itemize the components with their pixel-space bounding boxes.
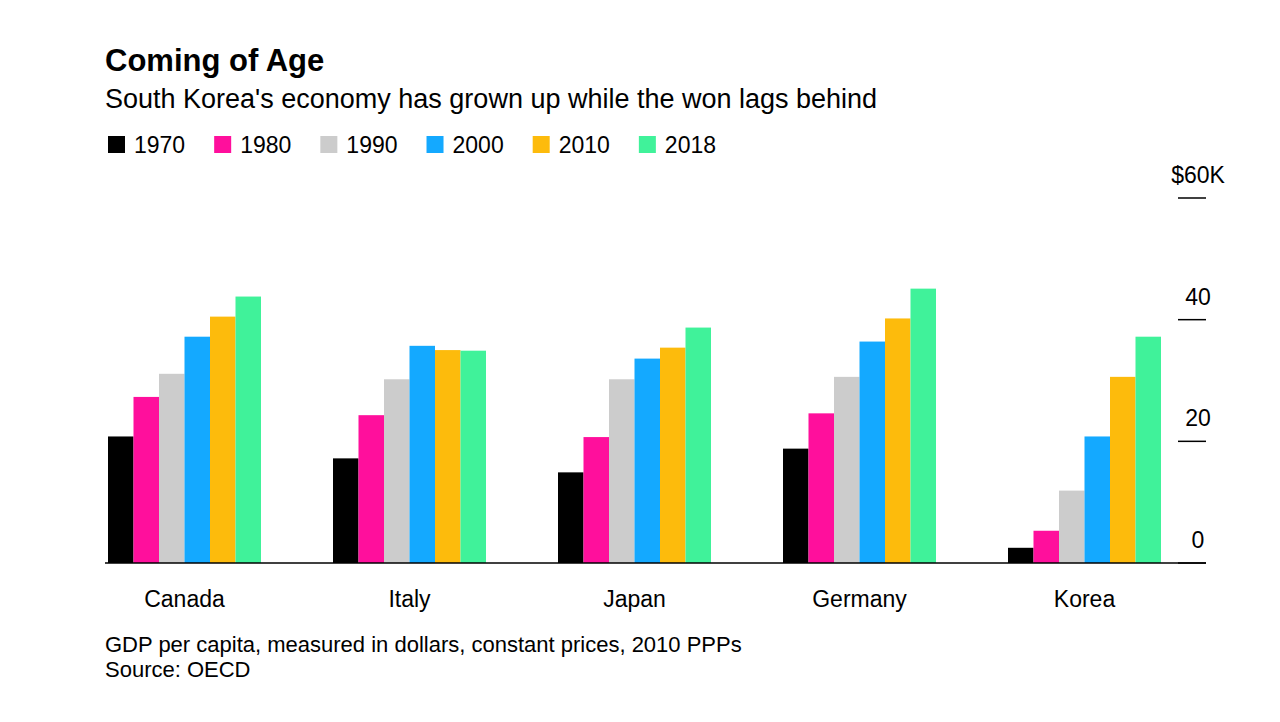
bar: [410, 346, 436, 563]
y-tick: [1178, 441, 1206, 443]
legend-label: 2018: [665, 132, 716, 158]
bar: [159, 374, 185, 563]
bar: [236, 297, 262, 563]
bars: [108, 289, 1161, 563]
bar: [185, 337, 211, 563]
legend-swatch: [108, 136, 125, 153]
legend-swatch: [639, 136, 656, 153]
bar: [809, 413, 835, 563]
bar: [435, 350, 461, 563]
bar: [1008, 548, 1034, 563]
legend-swatch: [533, 136, 550, 153]
chart-svg: Coming of Age South Korea's economy has g…: [0, 0, 1280, 722]
legend-label: 1970: [134, 132, 185, 158]
title: Coming of Age: [105, 43, 324, 78]
bar: [1136, 337, 1162, 563]
bar: [584, 437, 610, 563]
bar: [1034, 531, 1060, 563]
note: GDP per capita, measured in dollars, con…: [105, 632, 742, 657]
y-tick: [1178, 197, 1206, 199]
bar: [108, 436, 134, 563]
bar: [558, 472, 584, 563]
y-tick-label: 0: [1192, 527, 1205, 553]
legend-label: 1990: [346, 132, 397, 158]
bar: [783, 449, 809, 563]
legend-swatch: [214, 136, 231, 153]
legend-swatch: [427, 136, 444, 153]
subtitle: South Korea's economy has grown up while…: [105, 84, 877, 114]
y-tick-label: 40: [1185, 284, 1211, 310]
bar: [384, 379, 410, 563]
bar: [834, 377, 860, 563]
bar: [1110, 377, 1136, 563]
y-tick-label: 20: [1185, 405, 1211, 431]
bar: [461, 351, 487, 563]
bar: [686, 328, 712, 563]
y-tick: [1178, 319, 1206, 321]
legend-label: 1980: [240, 132, 291, 158]
chart-container: Coming of Age South Korea's economy has g…: [0, 0, 1280, 722]
bar: [359, 415, 385, 563]
bar: [210, 317, 236, 563]
bar: [609, 379, 635, 563]
category-label: Canada: [144, 586, 225, 612]
bar: [860, 342, 886, 563]
bar: [911, 289, 937, 563]
legend: 1970 1980 1990 2000 2010 2018: [108, 132, 716, 158]
bar: [885, 318, 911, 563]
bar: [333, 458, 359, 563]
y-tick: [1178, 562, 1206, 564]
legend-swatch: [320, 136, 337, 153]
y-tick-label: $60K: [1171, 162, 1225, 188]
bar: [660, 348, 686, 563]
category-label: Germany: [812, 586, 907, 612]
bar: [1085, 436, 1111, 563]
category-label: Japan: [603, 586, 666, 612]
legend-label: 2000: [453, 132, 504, 158]
bar: [635, 359, 661, 563]
bar: [134, 397, 160, 563]
category-label: Korea: [1054, 586, 1116, 612]
legend-label: 2010: [559, 132, 610, 158]
bar: [1059, 491, 1085, 563]
x-axis-line: [105, 562, 1206, 564]
source: Source: OECD: [105, 657, 251, 682]
category-label: Italy: [388, 586, 431, 612]
